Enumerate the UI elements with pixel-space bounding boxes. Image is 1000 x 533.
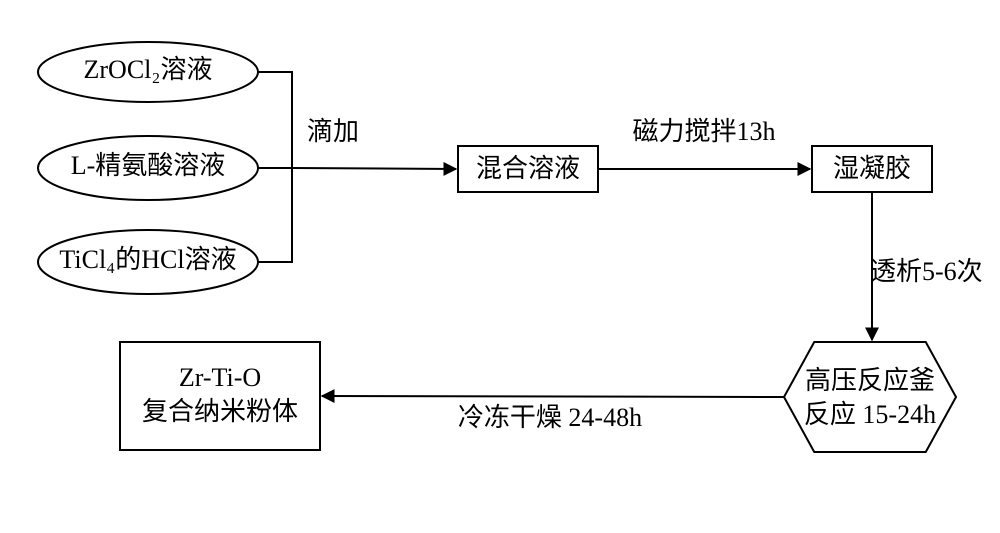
edge-label-freezedry: 冷冻干燥 24-48h <box>458 403 642 432</box>
edge-inputs-to-mix <box>292 168 456 169</box>
label-autoclave-2: 反应 15-24h <box>804 400 936 429</box>
label-wet-gel: 湿凝胶 <box>833 154 911 183</box>
edge-autoclave-to-output <box>322 396 784 397</box>
label-input-larginine: L-精氨酸溶液 <box>71 151 226 180</box>
edge-label-dropwise: 滴加 <box>307 117 359 146</box>
edge-label-dialysis: 透析5-6次 <box>870 257 983 286</box>
merge-bracket <box>258 72 292 262</box>
label-output-1: Zr-Ti-O <box>179 363 261 392</box>
label-input-ticl4: TiCl₄的HCl溶液 <box>59 245 236 274</box>
edge-label-stir: 磁力搅拌13h <box>632 117 775 146</box>
label-mixed-solution: 混合溶液 <box>476 154 580 183</box>
node-autoclave <box>784 342 956 452</box>
label-output-2: 复合纳米粉体 <box>142 397 298 426</box>
label-input-zrocl2: ZrOCl₂溶液 <box>84 55 213 84</box>
label-autoclave-1: 高压反应釜 <box>805 366 935 395</box>
